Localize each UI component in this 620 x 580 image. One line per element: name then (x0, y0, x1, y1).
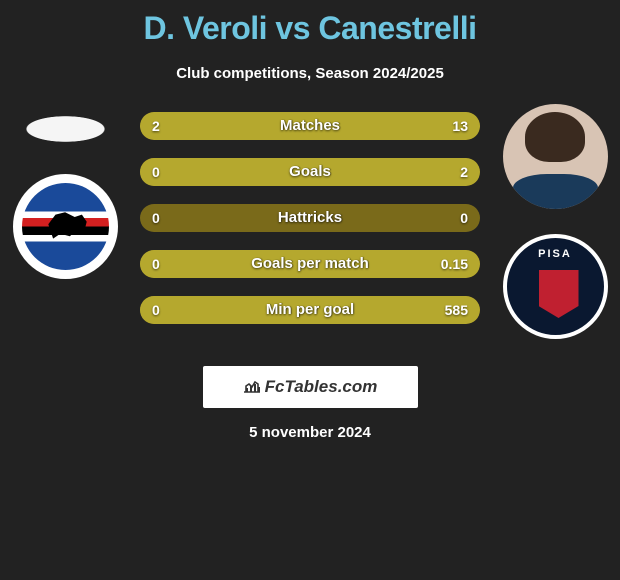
stat-bar: 00.15Goals per match (140, 250, 480, 278)
stat-label: Goals per match (140, 250, 480, 278)
watermark: FcTables.com (203, 366, 418, 408)
chart-icon (243, 367, 261, 409)
club-right-badge (503, 234, 608, 339)
page-title: D. Veroli vs Canestrelli (0, 0, 620, 47)
player-left-avatar (13, 109, 118, 149)
stat-label: Matches (140, 112, 480, 140)
stat-bar: 02Goals (140, 158, 480, 186)
player-right-avatar (503, 104, 608, 209)
stat-label: Hattricks (140, 204, 480, 232)
stat-label: Min per goal (140, 296, 480, 324)
stat-bar: 213Matches (140, 112, 480, 140)
stat-bars: 213Matches 02Goals 00Hattricks 00.15Goals p… (140, 112, 480, 342)
right-player-column (490, 104, 620, 339)
date-text: 5 november 2024 (0, 424, 620, 441)
watermark-text: FcTables.com (265, 377, 378, 396)
left-player-column (0, 104, 130, 279)
club-left-badge (13, 174, 118, 279)
stat-label: Goals (140, 158, 480, 186)
stat-bar: 0585Min per goal (140, 296, 480, 324)
stat-bar: 00Hattricks (140, 204, 480, 232)
comparison-panel: 213Matches 02Goals 00Hattricks 00.15Goals p… (0, 104, 620, 354)
subtitle: Club competitions, Season 2024/2025 (0, 65, 620, 82)
